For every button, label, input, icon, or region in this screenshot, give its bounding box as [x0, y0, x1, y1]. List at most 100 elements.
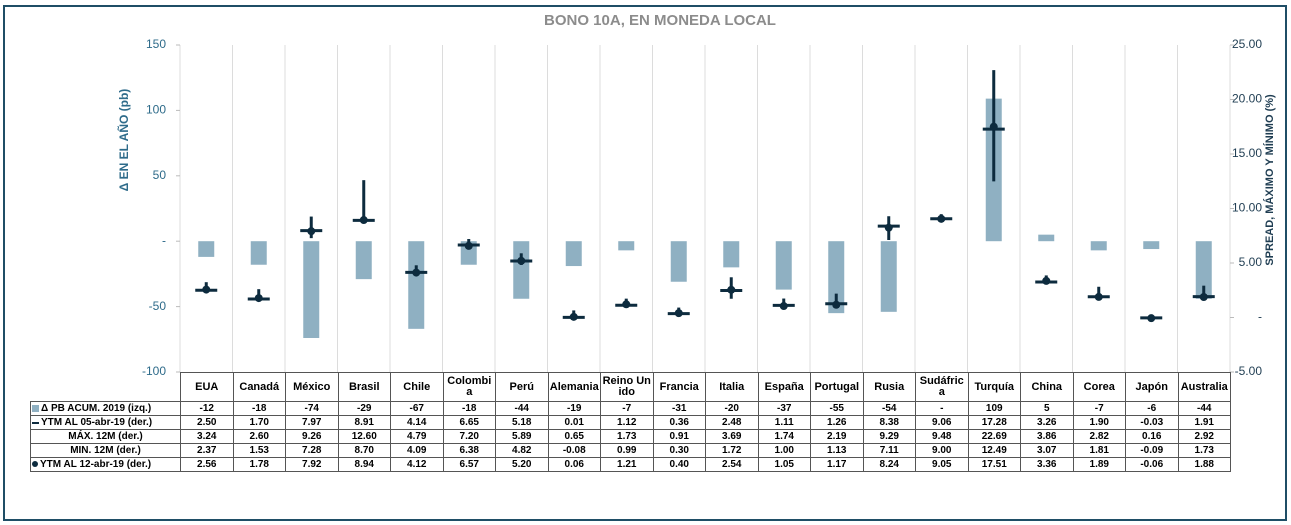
value-cell: 2.92	[1177, 429, 1231, 444]
ytm-dot	[937, 214, 946, 223]
category-label: Colombia	[442, 372, 496, 402]
value-cell: 6.38	[442, 443, 496, 458]
value-cell: 1.05	[757, 457, 811, 472]
ytm-dot	[517, 256, 526, 265]
category-label: Reino Unido	[600, 372, 654, 402]
value-cell: 0.30	[652, 443, 706, 458]
value-cell: 0.06	[547, 457, 601, 472]
value-cell: 8.91	[337, 415, 391, 430]
value-cell: -74	[285, 401, 339, 416]
value-cell: -29	[337, 401, 391, 416]
value-cell: 1.81	[1072, 443, 1126, 458]
value-cell: 0.65	[547, 429, 601, 444]
value-cell: 1.21	[600, 457, 654, 472]
ytm-dot	[832, 300, 841, 309]
category-label: Chile	[390, 372, 444, 402]
category-label: Alemania	[547, 372, 601, 402]
ytm-dot	[674, 309, 683, 318]
value-cell: -54	[862, 401, 916, 416]
value-cell: -12	[180, 401, 234, 416]
value-cell: 0.36	[652, 415, 706, 430]
bar	[1143, 241, 1160, 250]
legend-cell: YTM AL 12-abr-19 (der.)	[30, 457, 181, 472]
value-cell: 1.73	[1177, 443, 1231, 458]
series-row: YTM AL 05-abr-19 (der.) 2.50 1.70 7.97 8.91 4…	[30, 415, 1231, 430]
y-tick-label: 50	[153, 168, 167, 182]
value-cell: -44	[1177, 401, 1231, 416]
legend-cell: YTM AL 05-abr-19 (der.)	[30, 415, 181, 430]
y2-tick-label: 15.00	[1232, 146, 1262, 160]
value-cell: 0.91	[652, 429, 706, 444]
ytm-dot	[1199, 293, 1208, 302]
legend-cell: MÁX. 12M (der.)	[30, 429, 181, 444]
value-cell: -0.06	[1125, 457, 1179, 472]
value-cell: 3.36	[1020, 457, 1074, 472]
bar	[618, 241, 635, 251]
value-cell: -18	[442, 401, 496, 416]
value-cell: -0.08	[547, 443, 601, 458]
value-cell: -31	[652, 401, 706, 416]
ytm-dot	[359, 216, 368, 225]
value-cell: 1.13	[810, 443, 864, 458]
bar	[460, 241, 477, 265]
value-cell: 9.48	[915, 429, 969, 444]
value-cell: 5.20	[495, 457, 549, 472]
value-cell: 3.24	[180, 429, 234, 444]
value-cell: 17.28	[967, 415, 1021, 430]
category-label: Canadá	[232, 372, 286, 402]
value-cell: 9.26	[285, 429, 339, 444]
value-cell: 9.06	[915, 415, 969, 430]
value-cell: 1.72	[705, 443, 759, 458]
value-cell: 5.18	[495, 415, 549, 430]
value-cell: 0.01	[547, 415, 601, 430]
legend-label: MÁX. 12M (der.)	[68, 431, 143, 442]
value-cell: 2.54	[705, 457, 759, 472]
y-tick-label: -100	[142, 364, 166, 378]
header-row: EUA Canadá México Brasil Chile Colombia Perú Al…	[31, 372, 1231, 402]
value-cell: 8.70	[337, 443, 391, 458]
chart-title: BONO 10A, EN MONEDA LOCAL	[544, 12, 776, 29]
ytm-dot	[884, 223, 893, 232]
value-cell: 3.86	[1020, 429, 1074, 444]
bar	[670, 241, 687, 282]
ytm-dot	[412, 268, 421, 277]
value-cell: 1.88	[1177, 457, 1231, 472]
value-cell: 8.94	[337, 457, 391, 472]
value-cell: 1.74	[757, 429, 811, 444]
ytm-dot	[1147, 314, 1156, 323]
value-cell: 2.56	[180, 457, 234, 472]
value-cell: 0.16	[1125, 429, 1179, 444]
value-cell: 2.50	[180, 415, 234, 430]
value-cell: 22.69	[967, 429, 1021, 444]
y2-tick-label: 10.00	[1232, 201, 1262, 215]
bar	[828, 241, 845, 314]
bar	[408, 241, 425, 329]
legend-cell: MIN. 12M (der.)	[30, 443, 181, 458]
value-cell: 1.70	[232, 415, 286, 430]
bar	[355, 241, 372, 280]
bar	[1090, 241, 1107, 251]
value-cell: 3.69	[705, 429, 759, 444]
value-cell: -0.03	[1125, 415, 1179, 430]
series-row: Δ PB ACUM. 2019 (izq.) -12 -18 -74 -29 -67 -18…	[30, 401, 1231, 416]
value-cell: 1.00	[757, 443, 811, 458]
legend-cell: Δ PB ACUM. 2019 (izq.)	[30, 401, 181, 416]
data-table: EUA Canadá México Brasil Chile Colombia Perú Al…	[30, 372, 1231, 472]
value-cell: 5	[1020, 401, 1074, 416]
category-label: Sudáfrica	[915, 372, 969, 402]
category-label: Corea	[1072, 372, 1126, 402]
category-label: China	[1020, 372, 1074, 402]
value-cell: 1.11	[757, 415, 811, 430]
ytm-dot	[989, 122, 998, 131]
y2-tick-label: -	[1258, 310, 1262, 324]
value-cell: -67	[390, 401, 444, 416]
value-cell: 3.07	[1020, 443, 1074, 458]
value-cell: 1.17	[810, 457, 864, 472]
value-cell: -37	[757, 401, 811, 416]
value-cell: 1.78	[232, 457, 286, 472]
ytm-dot	[622, 300, 631, 309]
ytm-dot	[1094, 292, 1103, 301]
series-row: MIN. 12M (der.) 2.37 1.53 7.28 8.70 4.09 6.38 4…	[30, 443, 1231, 458]
